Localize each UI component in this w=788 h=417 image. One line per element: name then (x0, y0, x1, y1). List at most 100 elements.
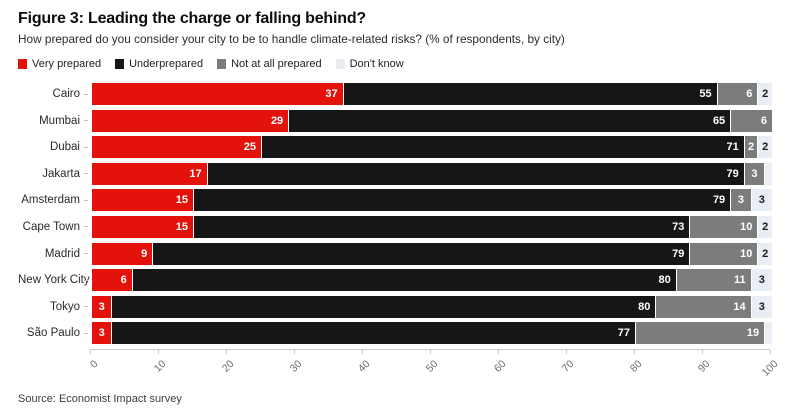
bar-segment: 3 (751, 295, 772, 318)
x-axis-tick (158, 349, 159, 354)
bar-segment: 37 (92, 83, 344, 105)
legend-item-underprepared: Underprepared (115, 58, 203, 70)
bar-stack: 29 65 6 (92, 109, 772, 132)
bar-segment: 80 (132, 269, 677, 292)
x-axis-tick-label: 80 (627, 357, 645, 375)
bar-segment: 80 (112, 295, 657, 318)
bar-segment: 10 (690, 215, 759, 238)
x-axis-tick-label: 60 (491, 357, 509, 375)
legend-label: Underprepared (129, 58, 204, 70)
bar-segment: 3 (751, 189, 772, 212)
bar-value-label: 3 (98, 327, 105, 340)
bar-value-label: 9 (141, 247, 148, 260)
bar-segment: 55 (343, 83, 718, 105)
bar-segment: 6 (92, 269, 133, 292)
category-tick (84, 279, 88, 281)
bar-segment: 77 (112, 322, 636, 345)
category-tick (84, 93, 88, 95)
category-label: Mumbai (39, 114, 80, 127)
bar-stack: 17 79 3 (92, 162, 772, 185)
figure-title: Figure 3: Leading the charge or falling … (18, 10, 366, 27)
x-axis-tick (770, 349, 771, 354)
bar-value-label: 14 (733, 300, 746, 313)
bar-row: Cairo 37 55 6 2 (18, 83, 772, 105)
bar-value-label: 73 (672, 220, 685, 233)
bar-row: Amsterdam 15 79 3 3 (18, 189, 772, 212)
bar-value-label: 2 (762, 220, 769, 233)
category-tick (84, 226, 88, 228)
x-axis-tick (634, 349, 635, 354)
bar-segment: 2 (744, 136, 759, 159)
bar-value-label: 79 (726, 167, 739, 180)
bar-segment: 2 (758, 242, 772, 265)
bar-value-label: 37 (325, 88, 338, 100)
legend-swatch-icon (115, 59, 125, 69)
bar-segment: 3 (92, 295, 113, 318)
bar-row: Cape Town 15 73 10 2 (18, 215, 772, 238)
bar-value-label: 25 (243, 141, 256, 154)
x-axis-tick-label: 100 (759, 357, 781, 379)
x-axis-tick (498, 349, 499, 354)
category-tick (84, 306, 88, 308)
category-label: Tokyo (49, 300, 80, 313)
category-tick (84, 146, 88, 148)
bar-row: São Paulo 3 77 19 (18, 322, 772, 345)
legend-item-very-prepared: Very prepared (18, 58, 101, 70)
bar-segment: 2 (758, 83, 772, 105)
bar-segment: 73 (194, 215, 691, 238)
x-axis-tick (566, 349, 567, 354)
x-axis-tick (226, 349, 227, 354)
bar-segment: 11 (676, 269, 752, 292)
bar-value-label: 77 (617, 327, 630, 340)
category-tick (84, 332, 88, 334)
bar-segment: 9 (92, 242, 154, 265)
bar-stack: 3 77 19 (92, 322, 772, 345)
bar-segment: 65 (289, 109, 732, 132)
x-axis-tick-label: 0 (87, 357, 101, 371)
stacked-bar-chart: Cairo 37 55 6 2 Mumbai 29 65 6 Dubai 25 71 2 2 Jakarta… (18, 83, 780, 389)
category-label: Dubai (49, 141, 80, 154)
bar-value-label: 3 (758, 274, 765, 287)
bar-segment: 15 (92, 215, 194, 238)
bar-segment: 79 (194, 189, 732, 212)
category-tick (84, 173, 88, 175)
bar-segment: 3 (751, 269, 772, 292)
bar-stack: 25 71 2 2 (92, 136, 772, 159)
bar-segment: 15 (92, 189, 194, 212)
bar-value-label: 17 (189, 167, 202, 180)
bar-segment: 2 (758, 136, 772, 159)
bar-value-label: 3 (737, 194, 744, 207)
bar-value-label: 11 (733, 274, 746, 287)
x-axis-tick-label: 50 (423, 357, 441, 375)
category-label: Jakarta (42, 167, 80, 180)
bar-segment: 25 (92, 136, 262, 159)
bar-row: Madrid 9 79 10 2 (18, 242, 772, 265)
legend-swatch-icon (217, 59, 227, 69)
legend-item-dont-know: Don't know (335, 58, 404, 70)
figure: Figure 3: Leading the charge or falling … (18, 10, 780, 389)
bar-stack: 15 79 3 3 (92, 189, 772, 212)
bar-segment: 17 (92, 162, 208, 185)
bar-value-label: 2 (748, 141, 755, 154)
bar-value-label: 10 (740, 247, 753, 260)
bar-value-label: 19 (746, 327, 760, 340)
x-axis-tick (362, 349, 363, 354)
bar-stack: 3 80 14 3 (92, 295, 772, 318)
x-axis-line (90, 348, 770, 350)
legend-label: Not at all prepared (231, 58, 322, 70)
category-label: Cape Town (22, 220, 80, 233)
source-note: Source: Economist Impact survey (18, 393, 182, 405)
x-axis-tick-label: 30 (287, 357, 305, 375)
bar-stack: 6 80 11 3 (92, 269, 772, 292)
bar-value-label: 79 (672, 247, 685, 260)
bar-row: Mumbai 29 65 6 (18, 109, 772, 132)
x-axis-tick (90, 349, 91, 354)
bar-row: Jakarta 17 79 3 (18, 162, 772, 185)
x-axis-tick-label: 10 (151, 357, 169, 375)
bar-value-label: 80 (658, 274, 671, 287)
bar-segment: 3 (92, 322, 113, 345)
x-axis-tick-label: 70 (559, 357, 577, 375)
category-label: São Paulo (26, 327, 80, 340)
category-label: New York City (18, 274, 90, 287)
category-tick (84, 253, 88, 255)
